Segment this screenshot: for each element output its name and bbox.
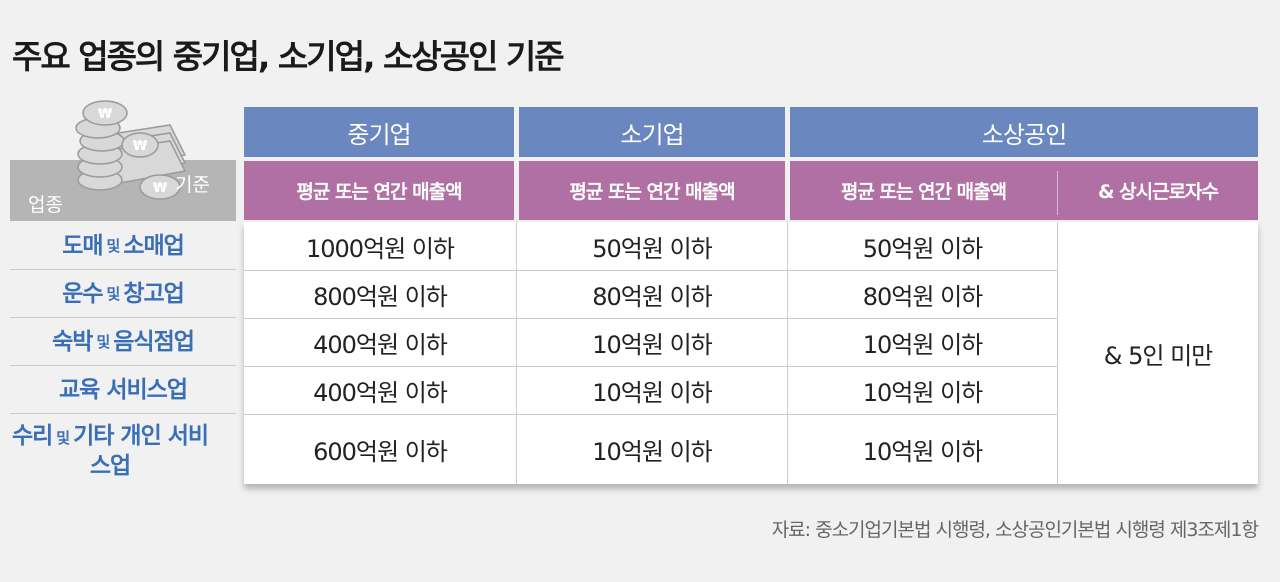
subheader-micro-group: 평균 또는 연간 매출액 & 상시근로자수 bbox=[790, 161, 1258, 220]
subheader-micro-sales: 평균 또는 연간 매출액 bbox=[840, 181, 1007, 203]
row-label-part: 음식점업 bbox=[113, 328, 195, 355]
subheader-divider bbox=[1057, 171, 1058, 215]
svg-text:₩: ₩ bbox=[133, 139, 148, 154]
cell-employees: & 5인 미만 bbox=[1103, 341, 1213, 370]
corner-col-label: 기준 bbox=[175, 174, 210, 196]
subheader-employees: & 상시근로자수 bbox=[1097, 181, 1219, 203]
row-label-part: 교육 서비스업 bbox=[59, 376, 188, 403]
source-note: 자료: 중소기업기본법 시행령, 소상공인기본법 시행령 제3조제1항 bbox=[771, 519, 1259, 541]
cell-micro-row2: 80억원 이하 bbox=[862, 282, 984, 311]
cell-small-row4: 10억원 이하 bbox=[592, 378, 713, 407]
row-label-repair-personal: 수리 및 기타 개인 서비스업 bbox=[10, 414, 210, 484]
svg-text:₩: ₩ bbox=[153, 181, 168, 196]
row-label-wholesale-retail: 도매 및 소매업 bbox=[10, 222, 236, 270]
cell-micro-row5: 10억원 이하 bbox=[862, 437, 984, 466]
group-header-medium: 중기업 bbox=[244, 107, 514, 157]
row-label-conj: 및 bbox=[96, 332, 110, 351]
row-label-part: 운수 bbox=[62, 280, 103, 307]
group-header-micro: 소상공인 bbox=[790, 107, 1258, 157]
row-label-part: 창고업 bbox=[123, 280, 184, 307]
row-label-accommodation-food: 숙박 및 음식점업 bbox=[10, 318, 236, 366]
group-header-small: 소기업 bbox=[519, 107, 785, 157]
row-label-conj: 및 bbox=[106, 236, 121, 255]
row-label-conj: 및 bbox=[106, 284, 121, 303]
cell-small-row5: 10억원 이하 bbox=[592, 437, 713, 466]
row-label-transport-storage: 운수 및 창고업 bbox=[10, 270, 236, 318]
table-body: 1000억원 이하 50억원 이하 50억원 이하 800억원 이하 80억원 … bbox=[244, 222, 1258, 484]
page-title: 주요 업종의 중기업, 소기업, 소상공인 기준 bbox=[12, 37, 565, 76]
row-label-conj: 및 bbox=[56, 429, 70, 447]
row-label-part: 기타 개인 서비스업 bbox=[73, 423, 209, 479]
cell-medium-row4: 400억원 이하 bbox=[313, 378, 448, 407]
cell-small-row3: 10억원 이하 bbox=[592, 330, 713, 359]
cell-small-row2: 80억원 이하 bbox=[592, 282, 713, 311]
cell-small-row1: 50억원 이하 bbox=[592, 234, 713, 263]
corner-row-label: 업종 bbox=[28, 194, 63, 216]
cell-micro-row4: 10억원 이하 bbox=[862, 378, 984, 407]
cell-medium-row1: 1000억원 이하 bbox=[305, 234, 455, 263]
cell-medium-row5: 600억원 이하 bbox=[313, 437, 448, 466]
corner-header: ₩ ₩ ₩ 업종 기준 bbox=[10, 100, 236, 221]
row-label-education: 교육 서비스업 bbox=[10, 366, 236, 414]
row-label-part: 수리 bbox=[11, 423, 53, 449]
cell-medium-row3: 400억원 이하 bbox=[313, 330, 448, 359]
cell-micro-row1: 50억원 이하 bbox=[862, 234, 984, 263]
cell-micro-row3: 10억원 이하 bbox=[862, 330, 984, 359]
subheader-small-sales: 평균 또는 연간 매출액 bbox=[519, 161, 785, 220]
subheader-medium-sales: 평균 또는 연간 매출액 bbox=[244, 161, 514, 220]
row-label-part: 도매 bbox=[62, 232, 103, 259]
row-label-part: 소매업 bbox=[123, 232, 184, 259]
coins-and-banknotes-icon: ₩ ₩ ₩ bbox=[75, 100, 187, 200]
svg-text:₩: ₩ bbox=[98, 107, 113, 122]
row-label-part: 숙박 bbox=[52, 328, 93, 355]
cell-medium-row2: 800억원 이하 bbox=[313, 282, 448, 311]
